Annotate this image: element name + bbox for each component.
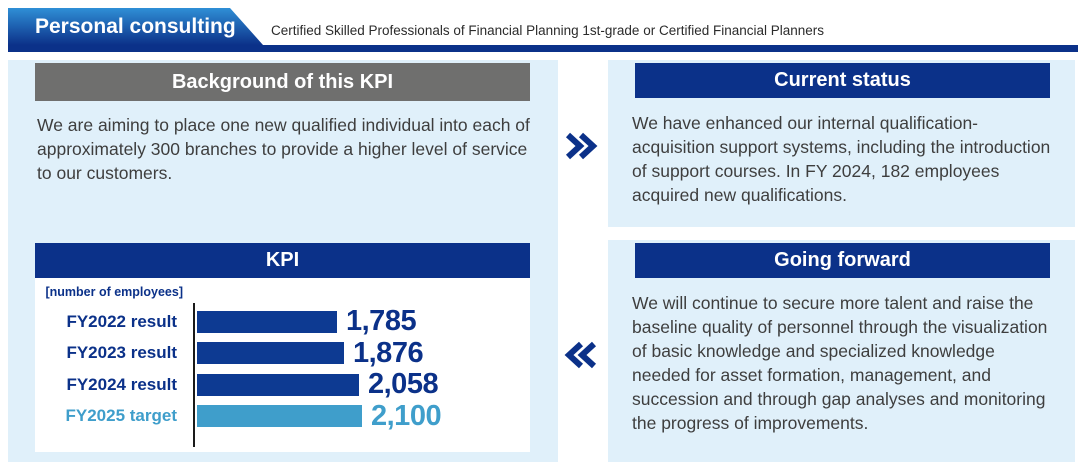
kpi-value: 2,058 — [368, 368, 439, 401]
double-chevron-right-icon — [564, 130, 598, 162]
background-panel: Background of this KPI We are aiming to … — [8, 60, 558, 462]
header-underline — [8, 45, 1078, 52]
chart-axis-line — [193, 303, 195, 447]
kpi-row-label: FY2023 result — [66, 343, 177, 363]
kpi-bar — [197, 405, 362, 428]
page-subtitle: Certified Skilled Professionals of Finan… — [271, 23, 825, 38]
background-heading: Background of this KPI — [35, 63, 530, 101]
kpi-bar-row: FY2025 target 2,100 — [35, 401, 530, 433]
kpi-bar-row: FY2022 result 1,785 — [35, 306, 530, 338]
kpi-bar-rows: FY2022 result 1,785 FY2023 result 1,876 FY20… — [35, 306, 530, 432]
kpi-value: 1,785 — [346, 305, 417, 338]
current-status-panel: Current status We have enhanced our inte… — [608, 60, 1075, 227]
kpi-chart: [number of employees] FY2022 result 1,785… — [35, 278, 530, 452]
double-chevron-left-icon — [564, 339, 598, 371]
title-banner: Personal consulting — [8, 8, 263, 45]
kpi-bar — [197, 310, 337, 333]
kpi-value: 1,876 — [353, 336, 424, 369]
kpi-heading: KPI — [35, 243, 530, 278]
chart-unit-label: [number of employees] — [45, 285, 183, 299]
current-status-heading: Current status — [635, 63, 1050, 98]
kpi-row-label: FY2025 target — [65, 406, 178, 426]
kpi-bar — [197, 373, 359, 396]
current-status-body: We have enhanced our internal qualificat… — [632, 113, 1051, 205]
background-body: We are aiming to place one new qualified… — [37, 115, 530, 183]
kpi-row-label: FY2022 result — [66, 311, 177, 331]
kpi-bar — [197, 342, 344, 365]
going-forward-panel: Going forward We will continue to secure… — [608, 240, 1075, 462]
kpi-bar-row: FY2024 result 2,058 — [35, 369, 530, 401]
going-forward-heading: Going forward — [635, 243, 1050, 278]
kpi-value: 2,100 — [371, 399, 442, 432]
kpi-bar-row: FY2023 result 1,876 — [35, 338, 530, 370]
kpi-row-label: FY2024 result — [66, 374, 177, 394]
page-title: Personal consulting — [35, 14, 236, 38]
kpi-card: KPI [number of employees] FY2022 result 1… — [35, 243, 530, 452]
going-forward-body: We will continue to secure more talent a… — [632, 293, 1048, 433]
